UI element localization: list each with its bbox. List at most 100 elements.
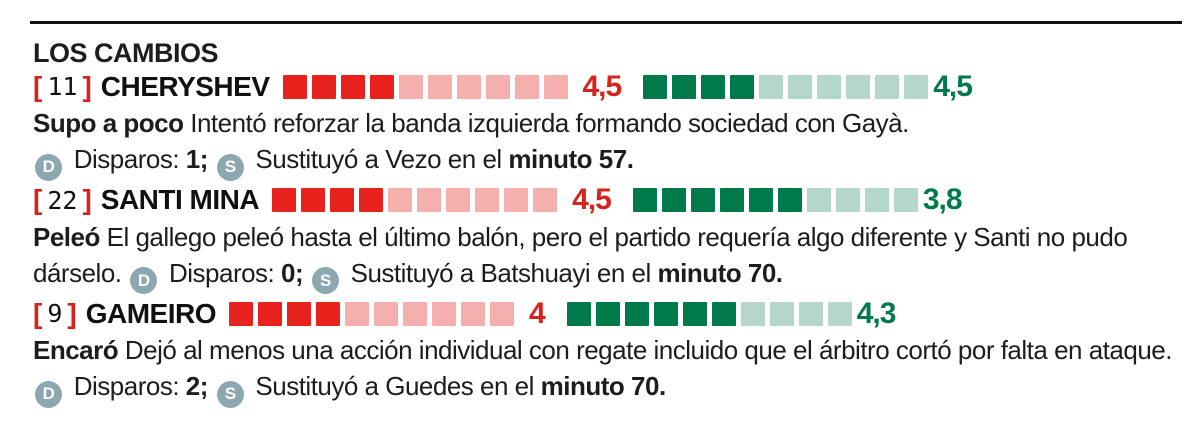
player-block: [ 9 ] GAMEIRO 4 4,3 Encaró Dejó al menos…: [33, 295, 1180, 408]
green-rating-bar: [643, 74, 929, 99]
player-header: [ 9 ] GAMEIRO 4 4,3: [33, 295, 1180, 332]
rating-square: [374, 301, 398, 326]
bracket-right: ]: [82, 70, 92, 102]
rating-square: [427, 74, 452, 99]
rating-square: [229, 301, 253, 326]
player-verdict: Peleó: [33, 221, 100, 252]
rating-square: [258, 301, 282, 326]
player-name: SANTI MINA: [100, 184, 260, 215]
rating-square: [461, 301, 485, 326]
red-rating-value: 4,5: [582, 69, 623, 103]
rating-square: [340, 74, 365, 99]
rating-square: [827, 301, 852, 326]
bracket-left: [: [33, 297, 43, 329]
substitution-minute: minuto 70.: [657, 257, 784, 288]
rating-square: [719, 188, 744, 212]
green-rating-value: 3,8: [922, 183, 963, 216]
rating-square: [403, 301, 427, 326]
player-name: CHERYSHEV: [100, 70, 270, 102]
rating-square: [682, 301, 707, 326]
rating-square: [661, 188, 686, 212]
green-rating-bar: [566, 301, 852, 326]
rating-square: [632, 188, 657, 212]
shots-icon: D: [35, 153, 62, 181]
bracket-left: [: [33, 184, 43, 215]
rating-square: [643, 74, 668, 99]
substitution-minute: minuto 57.: [508, 144, 634, 174]
substitution-icon: S: [311, 267, 339, 294]
rating-square: [533, 188, 558, 212]
rating-square: [846, 74, 871, 99]
player-stats: D Disparos: 0; S Sustituyó a Batshuayi e…: [128, 257, 784, 294]
substitution-text: Sustituyó a Vezo en el: [255, 144, 502, 174]
rating-square: [417, 188, 442, 212]
shots-value: 2;: [185, 371, 209, 401]
player-description: Dejó al menos una acción individual con …: [124, 335, 1173, 365]
player-description: Intentó reforzar la banda izquierda form…: [190, 108, 909, 138]
rating-square: [893, 188, 918, 212]
player-commentary: Peleó El gallego peleó hasta el último b…: [33, 219, 1180, 294]
player-header: [ 22 ] SANTI MINA 4,5 3,8: [33, 182, 1180, 219]
rating-square: [595, 301, 620, 326]
rating-square: [287, 301, 311, 326]
shots-label: Disparos:: [73, 371, 180, 401]
rating-square: [398, 74, 423, 99]
rating-square: [817, 74, 842, 99]
rating-square: [504, 188, 529, 212]
rating-square: [864, 188, 889, 212]
green-rating-value: 4,5: [933, 69, 973, 103]
rating-square: [566, 301, 591, 326]
bracket-right: ]: [82, 184, 92, 215]
player-verdict: Encaró: [33, 335, 119, 365]
substitution-text: Sustituyó a Guedes en el: [255, 371, 534, 401]
rating-square: [904, 74, 929, 99]
player-description: El gallego peleó hasta el último balón, …: [33, 221, 1128, 288]
rating-square: [432, 301, 456, 326]
red-rating-bar: [229, 301, 514, 326]
top-rule-divider: [30, 21, 1182, 24]
rating-square: [769, 301, 794, 326]
rating-square: [282, 74, 307, 99]
rating-square: [624, 301, 649, 326]
player-number: 9: [47, 299, 63, 328]
rating-square: [543, 74, 568, 99]
player-block: [ 22 ] SANTI MINA 4,5 3,8 Peleó El galle…: [33, 182, 1180, 294]
rating-square: [701, 74, 726, 99]
rating-square: [490, 301, 514, 326]
red-rating-value: 4,5: [572, 183, 612, 216]
player-commentary: Encaró Dejó al menos una acción individu…: [33, 332, 1180, 408]
substitution-text: Sustituyó a Batshuayi en el: [350, 257, 652, 288]
rating-square: [875, 74, 900, 99]
rating-square: [301, 188, 326, 212]
rating-square: [345, 301, 369, 326]
player-number: 11: [47, 72, 78, 101]
rating-square: [485, 74, 510, 99]
section-title: LOS CAMBIOS: [33, 38, 219, 68]
substitution-icon: S: [216, 153, 244, 181]
rating-square: [690, 188, 715, 212]
rating-square: [748, 188, 773, 212]
player-header: [ 11 ] CHERYSHEV 4,5 4,5: [33, 68, 1180, 105]
rating-square: [446, 188, 471, 212]
rating-square: [311, 74, 336, 99]
substitution-minute: minuto 70.: [540, 371, 667, 401]
rating-square: [740, 301, 765, 326]
rating-square: [835, 188, 860, 212]
shots-value: 0;: [281, 257, 304, 288]
rating-square: [653, 301, 678, 326]
rating-square: [456, 74, 481, 99]
player-stats: D Disparos: 1; S Sustituyó a Vezo en el …: [33, 141, 1180, 181]
player-verdict: Supo a poco: [33, 108, 184, 138]
player-stats: D Disparos: 2; S Sustituyó a Guedes en e…: [33, 371, 667, 408]
rating-square: [369, 74, 394, 99]
rating-square: [759, 74, 784, 99]
rating-square: [798, 301, 823, 326]
rating-square: [475, 188, 500, 212]
shots-icon: D: [130, 267, 158, 294]
shots-label: Disparos:: [73, 144, 180, 174]
green-rating-bar: [632, 188, 918, 212]
player-block: [ 11 ] CHERYSHEV 4,5 4,5 Supo a poco Int…: [33, 68, 1180, 181]
player-name: GAMEIRO: [85, 297, 217, 329]
rating-square: [672, 74, 697, 99]
